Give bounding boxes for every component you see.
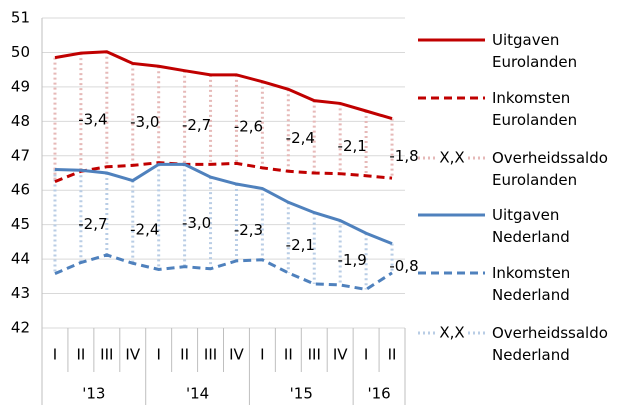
legend-label: Uitgaven Eurolanden <box>492 31 578 71</box>
x-tick-label: II <box>388 346 397 364</box>
x-tick-label: I <box>364 346 368 364</box>
x-tick-label: II <box>180 346 189 364</box>
y-tick-label: 50 <box>11 43 30 61</box>
legend-label: Overheidssaldo Nederland <box>492 324 608 364</box>
legend-sample-bg <box>438 324 466 342</box>
data-label: -1,8 <box>389 147 418 165</box>
data-label: -2,6 <box>234 118 263 136</box>
year-label: '14 <box>186 385 209 403</box>
y-tick-label: 51 <box>11 9 30 27</box>
x-tick-label: II <box>76 346 85 364</box>
data-label: -2,1 <box>338 137 367 155</box>
legend-label: Uitgaven Nederland <box>492 206 570 246</box>
legend-sample-label: X,X <box>439 149 464 167</box>
y-tick-label: 47 <box>11 146 30 164</box>
data-label: -2,4 <box>130 220 159 238</box>
legend-sample-bg <box>438 149 466 167</box>
data-label: -1,9 <box>338 251 367 269</box>
y-tick-label: 45 <box>11 215 30 233</box>
data-label: -2,4 <box>286 129 315 147</box>
data-label: -3,4 <box>78 111 107 129</box>
y-tick-label: 42 <box>11 319 30 337</box>
x-tick-label: II <box>284 346 293 364</box>
data-label: -2,1 <box>286 236 315 254</box>
data-label: -3,0 <box>130 113 159 131</box>
series-line <box>54 253 393 291</box>
x-tick-label: IV <box>229 346 244 364</box>
legend-label: Overheidssaldo Eurolanden <box>492 149 608 189</box>
legend-label: Inkomsten Nederland <box>492 264 571 304</box>
x-tick-label: I <box>260 346 264 364</box>
x-tick-label: III <box>100 346 113 364</box>
legend-sample-label: X,X <box>439 324 464 342</box>
x-tick-label: I <box>53 346 57 364</box>
year-label: '15 <box>290 385 313 403</box>
y-tick-label: 44 <box>11 250 30 268</box>
x-tick-label: IV <box>333 346 348 364</box>
y-tick-label: 48 <box>11 112 30 130</box>
year-label: '13 <box>82 385 105 403</box>
series-line <box>54 50 393 121</box>
y-tick-label: 43 <box>11 284 30 302</box>
y-tick-label: 46 <box>11 181 30 199</box>
data-label: -2,7 <box>78 215 107 233</box>
legend-label: Inkomsten Eurolanden <box>492 89 578 129</box>
x-tick-label: I <box>156 346 160 364</box>
y-tick-label: 49 <box>11 77 30 95</box>
x-tick-label: III <box>204 346 217 364</box>
year-label: '16 <box>367 385 390 403</box>
x-tick-label: IV <box>125 346 140 364</box>
x-tick-label: III <box>308 346 321 364</box>
data-label: -2,3 <box>234 221 263 239</box>
data-label: -2,7 <box>182 116 211 134</box>
series-line <box>54 161 393 184</box>
series-line <box>54 162 393 246</box>
data-label: -0,8 <box>389 257 418 275</box>
data-label: -3,0 <box>182 214 211 232</box>
